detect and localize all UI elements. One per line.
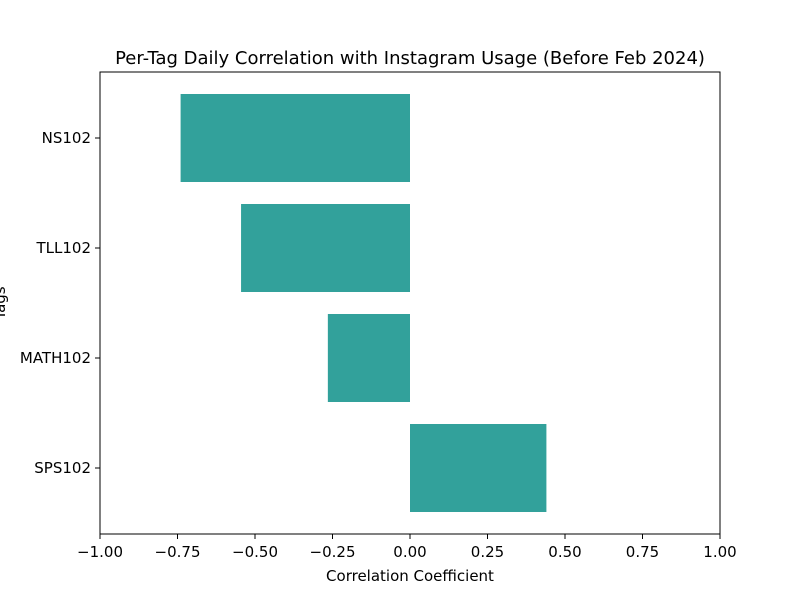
bar-math102 xyxy=(327,314,410,402)
x-axis: −1.00 −0.75 −0.50 −0.25 0.00 0.25 0.50 0.75 1.00 xyxy=(77,534,737,561)
y-tick-label: NS102 xyxy=(42,129,91,147)
x-tick-label: −0.50 xyxy=(232,543,278,561)
x-tick-label: −1.00 xyxy=(77,543,123,561)
y-tick-label: SPS102 xyxy=(34,459,91,477)
bar-sps102 xyxy=(410,424,547,512)
x-tick-label: −0.25 xyxy=(310,543,356,561)
x-tick-label: 0.75 xyxy=(626,543,659,561)
x-tick-label: 0.25 xyxy=(471,543,504,561)
bar-ns102 xyxy=(180,94,410,182)
bars-group xyxy=(180,94,547,512)
x-axis-label: Correlation Coefficient xyxy=(326,567,494,585)
y-axis: NS102 TLL102 MATH102 SPS102 xyxy=(20,129,100,477)
x-tick-label: 1.00 xyxy=(703,543,736,561)
y-axis-label: Tags xyxy=(0,286,9,320)
bar-tll102 xyxy=(241,204,410,292)
y-tick-label: TLL102 xyxy=(35,239,91,257)
y-tick-label: MATH102 xyxy=(20,349,91,367)
x-tick-label: −0.75 xyxy=(155,543,201,561)
chart-title: Per-Tag Daily Correlation with Instagram… xyxy=(115,48,705,69)
x-tick-label: 0.00 xyxy=(393,543,426,561)
x-tick-label: 0.50 xyxy=(548,543,581,561)
